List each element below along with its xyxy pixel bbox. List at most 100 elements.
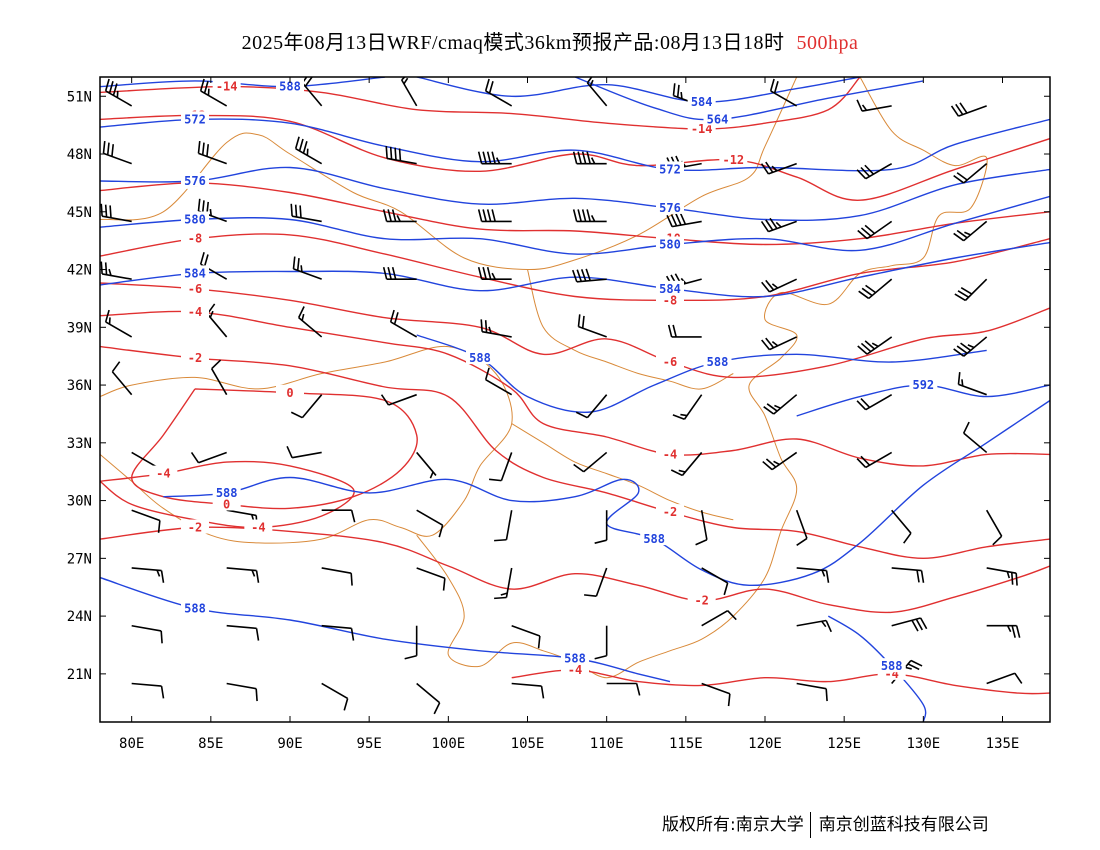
- wind-barb-feather: [477, 151, 483, 164]
- wind-barb-feather: [387, 266, 392, 280]
- wind-barb-feather: [494, 538, 507, 542]
- wind-barb-shaft: [198, 152, 227, 165]
- wind-barb-shaft: [963, 220, 988, 242]
- wind-barb: [761, 278, 798, 293]
- wind-barb-feather: [209, 310, 214, 318]
- wind-barb: [769, 78, 798, 107]
- wind-barb: [382, 209, 417, 223]
- wind-barb-feather: [956, 345, 968, 354]
- temperature-contour-label: 0: [223, 497, 230, 511]
- wind-barb-feather: [992, 535, 1003, 546]
- wind-barb-feather: [160, 570, 165, 583]
- wind-barb-feather: [343, 698, 349, 711]
- height-contour-label: 584: [659, 282, 681, 296]
- wind-barb-shaft: [796, 682, 827, 690]
- wind-barb-feather: [586, 151, 591, 164]
- wind-barb-feather: [761, 281, 771, 293]
- temperature-label-bg: [656, 353, 684, 368]
- wind-barb-feather: [104, 309, 110, 323]
- wind-barb-feather: [294, 204, 298, 218]
- wind-barb-feather: [1006, 625, 1012, 633]
- wind-barb: [494, 510, 513, 542]
- wind-barb-feather: [581, 315, 585, 329]
- wind-barb-shaft: [301, 82, 323, 107]
- wind-barb-feather: [964, 231, 971, 236]
- wind-barb-feather: [573, 463, 585, 473]
- height-contour-label: 584: [691, 95, 713, 109]
- wind-barb: [950, 102, 987, 117]
- wind-barb: [400, 77, 418, 107]
- lat-tick-label: 33N: [67, 436, 92, 452]
- wind-barb-shaft: [388, 393, 417, 406]
- height-contour-label: 576: [184, 174, 206, 188]
- boundary-line: [511, 423, 734, 521]
- wind-barb-feather: [953, 175, 965, 184]
- wind-barb-shaft: [226, 567, 257, 572]
- lon-tick-label: 85E: [198, 736, 223, 752]
- height-label-bg: [466, 350, 494, 365]
- temperature-contour-line: [100, 114, 1050, 201]
- wind-barb: [389, 309, 418, 338]
- wind-barb-feather: [197, 198, 201, 212]
- wind-barb: [477, 266, 512, 280]
- height-contour-label: 576: [659, 201, 681, 215]
- wind-barb-feather: [586, 209, 591, 222]
- wind-barb-shaft: [768, 220, 797, 233]
- wind-barb-feather: [112, 83, 118, 96]
- wind-barb-shaft: [105, 321, 133, 338]
- temperature-label-bg: [276, 384, 304, 399]
- wind-barb-shaft: [796, 567, 827, 572]
- wind-barb-feather: [537, 635, 541, 649]
- temperature-contour-line: [100, 77, 861, 130]
- boundary-layer: [100, 77, 988, 679]
- height-contour-label: 588: [707, 355, 729, 369]
- height-contour-line: [100, 166, 1050, 222]
- wind-barb-feather: [857, 229, 868, 240]
- height-contour-label: 580: [184, 212, 206, 226]
- temperature-contour-label: 0: [286, 386, 293, 400]
- wind-barb: [584, 567, 608, 597]
- wind-barb-shaft: [321, 682, 349, 700]
- wind-barb-shaft: [700, 510, 708, 540]
- wind-barb-shaft: [986, 567, 1017, 574]
- wind-barb-feather: [860, 397, 871, 408]
- wind-barb-shaft: [963, 432, 988, 454]
- wind-barb-shaft: [891, 567, 922, 572]
- wind-barb-feather: [860, 455, 871, 466]
- wind-barb-feather: [967, 344, 975, 349]
- wind-barb-feather: [861, 287, 873, 297]
- wind-barb-feather: [920, 570, 925, 583]
- wind-barb-feather: [856, 400, 867, 411]
- temperature-contour-label: -2: [694, 594, 708, 608]
- wind-barb-feather: [350, 628, 355, 641]
- wind-barb-feather: [586, 77, 593, 84]
- wind-barb-shaft: [131, 567, 162, 572]
- wind-barb-feather: [482, 266, 487, 280]
- temperature-contour-label: -6: [188, 282, 202, 296]
- wind-barb: [292, 256, 322, 280]
- wind-barb-feather: [206, 144, 210, 157]
- wind-barb-feather: [1015, 573, 1018, 586]
- wind-barb-feather: [765, 279, 775, 291]
- wind-barb-feather: [956, 229, 968, 239]
- wind-barb-shaft: [701, 567, 729, 584]
- height-contour-label: 580: [659, 238, 681, 252]
- wind-barb-feather: [572, 209, 578, 222]
- wind-barb-feather: [102, 140, 106, 154]
- wind-barb-feather: [858, 290, 870, 300]
- wind-barb-feather: [104, 78, 110, 92]
- wind-barb-feather: [389, 146, 393, 160]
- wind-barb-feather: [871, 342, 879, 348]
- wind-barb-feather: [950, 105, 960, 117]
- wind-barb-feather: [825, 570, 830, 583]
- lat-tick-label: 45N: [67, 205, 92, 221]
- wind-barb-shaft: [206, 313, 228, 338]
- wind-barb-feather: [672, 324, 677, 338]
- height-label-bg: [877, 658, 906, 673]
- wind-barb: [760, 217, 797, 233]
- height-contour-layer: [100, 77, 1050, 722]
- wind-barb-shaft: [861, 105, 892, 112]
- wind-barb: [131, 567, 165, 583]
- wind-barb-feather: [394, 147, 397, 161]
- wind-barb-feather: [401, 77, 406, 81]
